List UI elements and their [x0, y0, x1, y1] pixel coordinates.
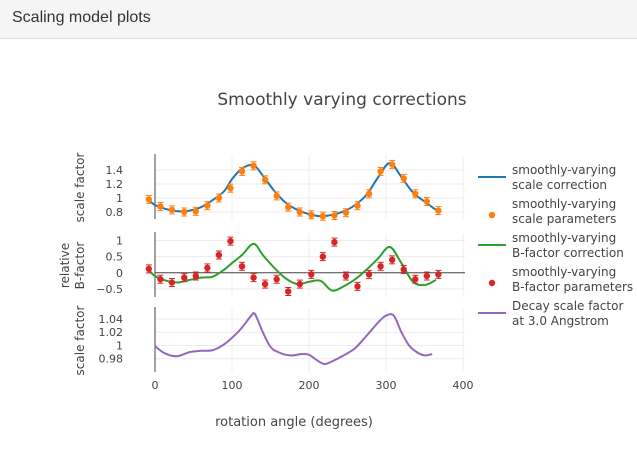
data-point — [192, 208, 200, 215]
y-tick-label: 1.4 — [106, 164, 124, 177]
data-point — [319, 213, 327, 220]
legend-label: B-factor parameters — [512, 280, 633, 294]
data-point — [342, 209, 350, 216]
data-point — [354, 202, 361, 209]
data-point — [181, 208, 188, 216]
legend-label: smoothly-varying — [512, 163, 616, 177]
y-tick-label: 0 — [116, 267, 123, 280]
y-tick-label: 0.8 — [106, 206, 124, 219]
data-point — [354, 283, 361, 290]
data-point — [388, 256, 396, 264]
data-point — [181, 274, 188, 281]
data-point — [296, 280, 303, 288]
legend-swatch — [488, 211, 496, 219]
data-point — [365, 190, 373, 197]
data-point — [331, 212, 338, 219]
data-point — [342, 272, 350, 280]
y-tick-label: 1 — [116, 339, 123, 352]
data-point — [377, 263, 384, 270]
data-point — [400, 266, 407, 273]
data-point — [168, 206, 176, 214]
x-tick-label: 200 — [299, 379, 320, 392]
data-point — [261, 176, 269, 183]
data-point — [319, 253, 327, 260]
legend-label: Decay scale factor — [512, 299, 623, 313]
data-point — [215, 194, 223, 202]
y-tick-label: 1.04 — [99, 313, 124, 326]
series-line — [148, 242, 437, 292]
y-axis-label: relative — [58, 243, 72, 288]
series-line — [154, 312, 433, 366]
legend-label: at 3.0 Angstrom — [512, 314, 609, 328]
series-line — [148, 161, 437, 218]
data-point — [285, 203, 292, 211]
data-point — [215, 251, 223, 259]
y-tick-label: 0.5 — [106, 251, 124, 264]
data-point — [412, 190, 419, 197]
y-axis-label: B-factor — [73, 242, 87, 290]
x-tick-label: 100 — [222, 379, 243, 392]
legend-label: B-factor correction — [512, 246, 624, 260]
data-point — [157, 276, 164, 283]
chart-title: Smoothly varying corrections — [217, 90, 466, 110]
data-point — [145, 196, 153, 203]
data-point — [423, 198, 431, 205]
data-point — [388, 161, 396, 168]
x-tick-label: 0 — [152, 379, 159, 392]
legend-label: smoothly-varying — [512, 265, 616, 279]
data-point — [157, 203, 164, 210]
data-point — [365, 271, 373, 278]
x-tick-label: 300 — [376, 379, 397, 392]
data-point — [250, 274, 257, 281]
y-axis-label: scale factor — [73, 152, 87, 222]
data-point — [296, 208, 303, 216]
data-point — [238, 263, 246, 270]
data-point — [285, 288, 292, 295]
x-tick-label: 400 — [453, 379, 474, 392]
legend-label: smoothly-varying — [512, 231, 616, 245]
data-point — [377, 168, 384, 175]
data-point — [227, 237, 234, 245]
y-tick-label: −0.5 — [96, 283, 123, 296]
data-point — [227, 185, 234, 192]
data-point — [204, 264, 211, 272]
y-tick-label: 1 — [116, 234, 123, 247]
data-point — [273, 192, 280, 200]
data-point — [435, 271, 442, 278]
data-point — [273, 276, 280, 283]
data-point — [400, 175, 407, 182]
legend-label: scale correction — [512, 178, 607, 192]
legend-label: smoothly-varying — [512, 197, 616, 211]
y-tick-label: 0.98 — [99, 353, 124, 366]
data-point — [145, 265, 153, 273]
data-point — [168, 279, 176, 286]
data-point — [423, 272, 431, 280]
data-point — [204, 202, 211, 209]
scaling-model-chart: Smoothly varying corrections0.811.21.4sc… — [58, 90, 633, 430]
legend-swatch — [488, 279, 496, 287]
y-tick-label: 1.2 — [106, 178, 124, 191]
data-point — [250, 162, 257, 169]
data-point — [331, 238, 338, 246]
data-point — [412, 276, 419, 283]
data-point — [308, 211, 315, 218]
panel-title: Scaling model plots — [12, 9, 151, 26]
data-point — [435, 207, 442, 214]
y-axis-label: scale factor — [73, 305, 87, 375]
panel-heading: Scaling model plots — [0, 0, 637, 39]
data-point — [308, 271, 315, 278]
data-point — [192, 272, 200, 280]
y-tick-label: 1 — [116, 192, 123, 205]
data-point — [261, 280, 269, 288]
legend-label: scale parameters — [512, 212, 616, 226]
x-axis-title: rotation angle (degrees) — [215, 415, 373, 430]
data-point — [238, 168, 246, 175]
y-tick-label: 1.02 — [99, 326, 124, 339]
